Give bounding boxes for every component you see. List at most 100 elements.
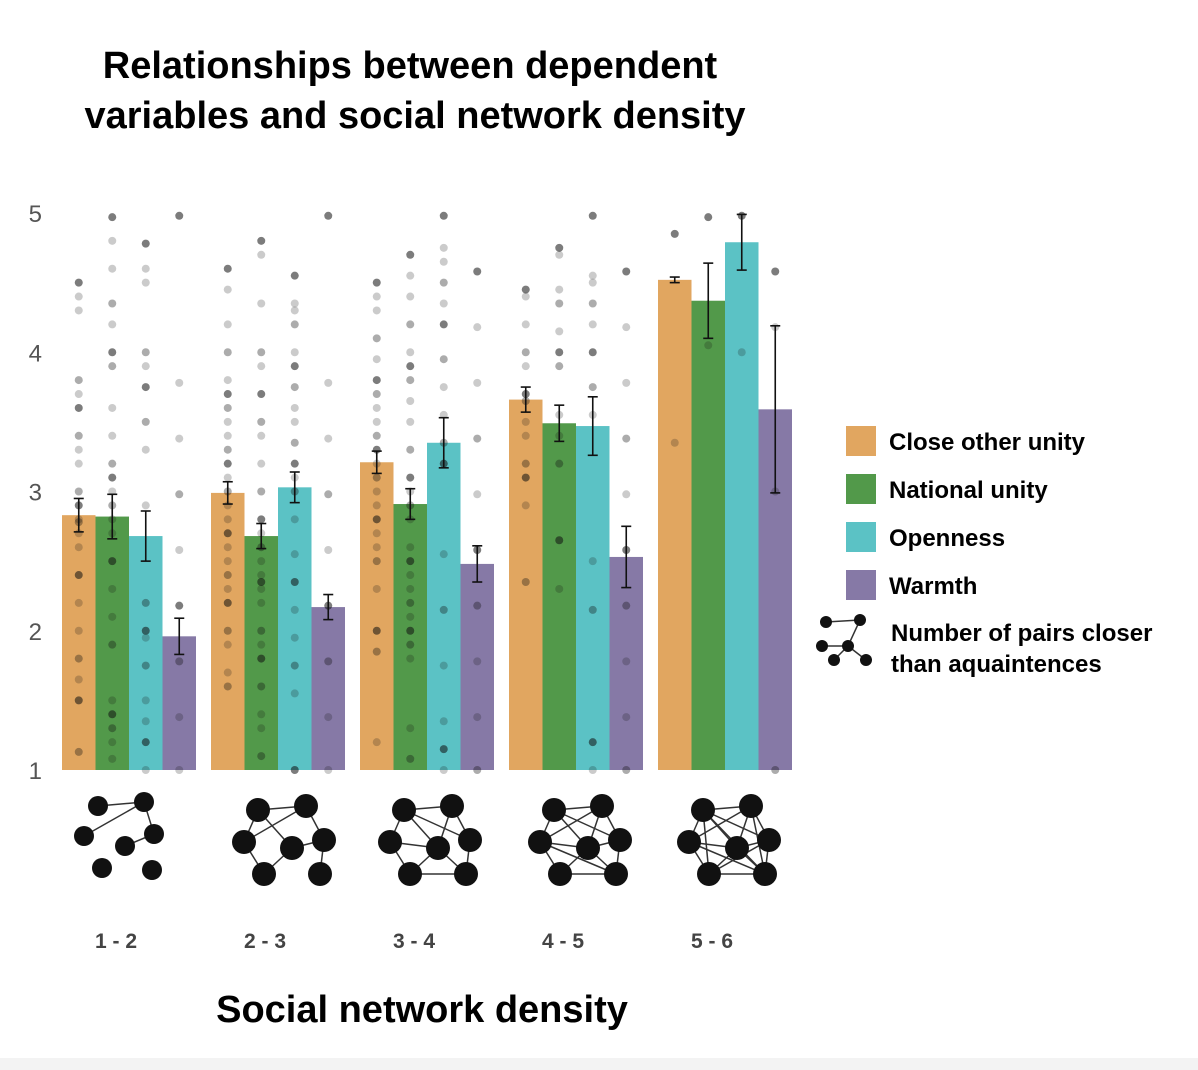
y-axis: 1 2 3 4 5 (29, 201, 42, 785)
data-point (290, 459, 299, 468)
data-point (521, 578, 530, 587)
data-point (406, 362, 415, 371)
network-node (74, 826, 94, 846)
network-node (252, 862, 276, 886)
data-point (257, 724, 266, 733)
data-point (257, 557, 266, 566)
data-point (108, 612, 117, 621)
bar-national-unity-5 (691, 300, 725, 770)
network-node (398, 862, 422, 886)
data-point (175, 378, 184, 387)
network-edge (553, 809, 621, 841)
legend-label: Openness (889, 525, 1005, 552)
data-point (406, 445, 415, 454)
data-point (439, 243, 448, 252)
data-point (406, 557, 415, 566)
data-point (406, 292, 415, 301)
data-point (141, 362, 150, 371)
network-edge (403, 809, 471, 841)
data-point (406, 612, 415, 621)
data-point (439, 605, 448, 614)
data-point (257, 578, 266, 587)
network-edge (688, 841, 766, 875)
error-bars-layer (73, 213, 781, 656)
data-point (555, 536, 564, 545)
data-point (108, 362, 117, 371)
data-point (588, 738, 597, 747)
data-point (223, 473, 232, 482)
legend-swatch (846, 426, 876, 456)
data-point (290, 515, 299, 524)
bar-warmth-3 (460, 563, 494, 770)
data-point (406, 654, 415, 663)
data-point (74, 431, 83, 440)
data-point (74, 403, 83, 412)
data-point (223, 598, 232, 607)
data-point (257, 390, 266, 399)
data-point (521, 501, 530, 510)
data-point (141, 264, 150, 273)
network-node (88, 796, 108, 816)
bar-national-unity-2 (244, 536, 278, 770)
legend-label: Close other unity (889, 429, 1086, 456)
data-point (372, 334, 381, 343)
data-point (521, 473, 530, 482)
data-point (108, 696, 117, 705)
data-point (290, 348, 299, 357)
network-node (426, 836, 450, 860)
data-point (372, 403, 381, 412)
data-point (622, 766, 631, 774)
network-node (854, 614, 866, 626)
data-point (372, 738, 381, 747)
legend-swatch (846, 474, 876, 504)
network-node (440, 794, 464, 818)
x-axis-tick-labels: 1 - 2 2 - 3 3 - 4 4 - 5 5 - 6 (95, 930, 733, 953)
network-node (144, 824, 164, 844)
data-point (406, 754, 415, 763)
x-tick-label: 5 - 6 (691, 930, 733, 953)
data-point (588, 383, 597, 392)
network-node (542, 798, 566, 822)
data-point (622, 378, 631, 387)
x-tick-label: 4 - 5 (542, 930, 584, 953)
data-point (108, 473, 117, 482)
data-point (555, 327, 564, 336)
data-point (521, 292, 530, 301)
data-point (141, 626, 150, 635)
data-point (290, 271, 299, 280)
data-point (290, 578, 299, 587)
data-point (406, 626, 415, 635)
data-point (622, 434, 631, 443)
data-point (555, 299, 564, 308)
data-point (704, 341, 713, 350)
data-point (622, 323, 631, 332)
bar-close-other-unity-3 (360, 462, 394, 770)
data-point (473, 267, 482, 276)
data-point (406, 396, 415, 405)
data-point (290, 689, 299, 698)
data-point (588, 211, 597, 220)
data-point (771, 267, 780, 276)
data-point (372, 431, 381, 440)
x-tick-label: 3 - 4 (393, 930, 435, 953)
data-point (175, 601, 184, 610)
data-point (473, 601, 482, 610)
data-point (290, 306, 299, 315)
chart-title-line-1: Relationships between dependent (103, 45, 718, 87)
data-point (439, 550, 448, 559)
data-point (223, 431, 232, 440)
data-point (473, 323, 482, 332)
data-point (223, 264, 232, 273)
data-point (439, 745, 448, 754)
data-point (372, 306, 381, 315)
data-point (108, 754, 117, 763)
data-point (223, 320, 232, 329)
data-point (141, 417, 150, 426)
data-point (521, 417, 530, 426)
data-point (141, 501, 150, 510)
network-edge (539, 841, 617, 875)
bar-national-unity-4 (542, 423, 576, 770)
data-point (223, 376, 232, 385)
data-point (670, 438, 679, 447)
data-point (257, 362, 266, 371)
